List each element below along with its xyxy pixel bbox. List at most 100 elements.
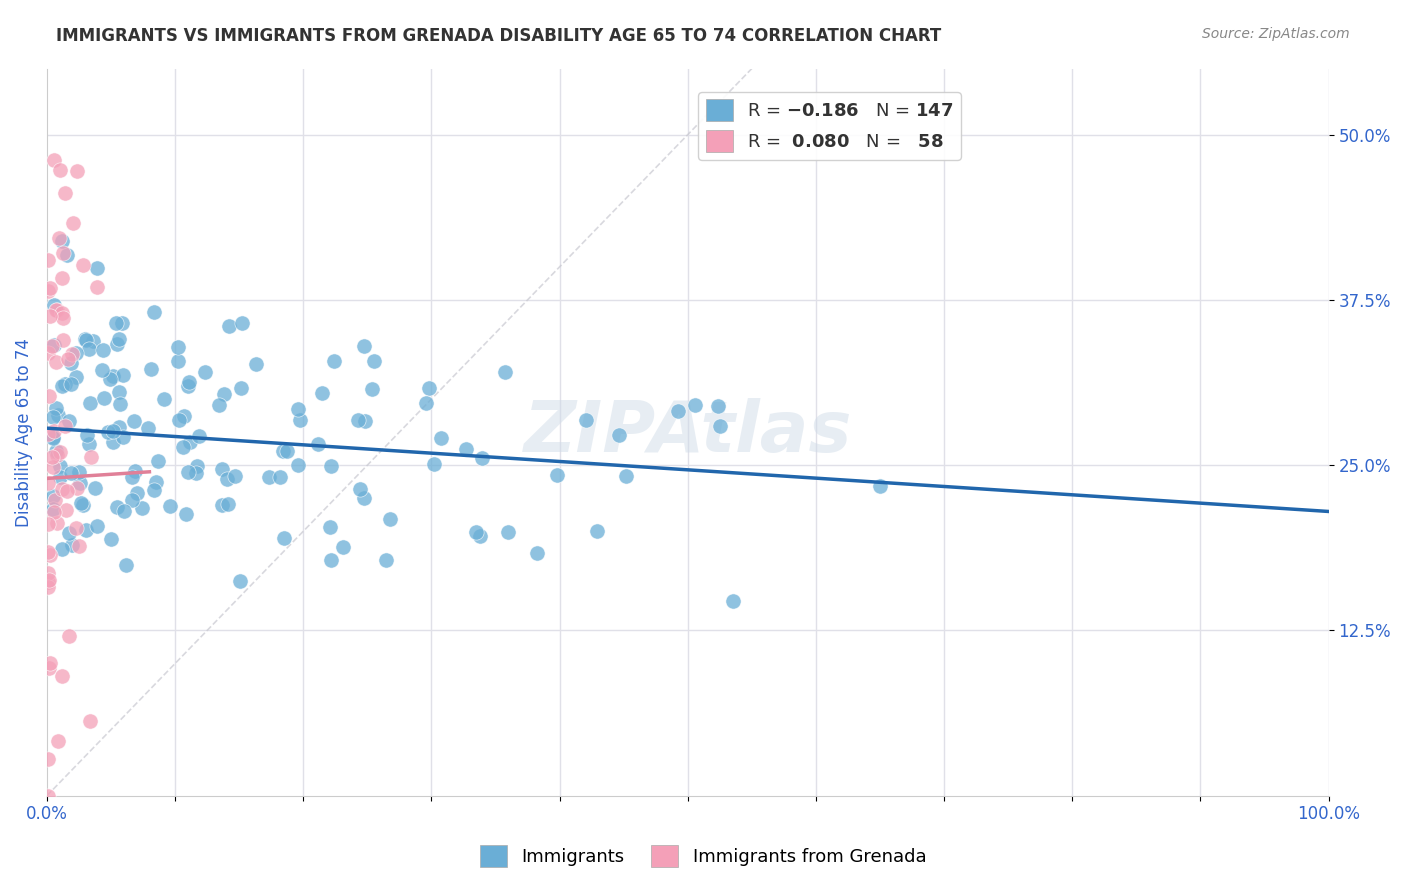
- Point: [69, 475, 91, 490]
- Point: [380, 512, 402, 526]
- Point: [494, 365, 516, 379]
- Point: [72, 499, 94, 513]
- Point: [75, 332, 97, 346]
- Point: [115, 558, 138, 573]
- Point: [42, 459, 65, 474]
- Point: [614, 469, 637, 483]
- Point: [224, 468, 246, 483]
- Point: [38, 549, 60, 563]
- Point: [37, 516, 59, 531]
- Point: [76, 428, 98, 442]
- Text: IMMIGRANTS VS IMMIGRANTS FROM GRENADA DISABILITY AGE 65 TO 74 CORRELATION CHART: IMMIGRANTS VS IMMIGRANTS FROM GRENADA DI…: [56, 27, 942, 45]
- Point: [322, 354, 344, 368]
- Point: [217, 497, 239, 511]
- Point: [307, 436, 329, 450]
- Point: [41, 450, 63, 464]
- Point: [37, 285, 59, 299]
- Point: [51, 305, 73, 319]
- Point: [363, 354, 385, 368]
- Point: [38, 574, 60, 588]
- Point: [60, 466, 83, 480]
- Point: [101, 368, 124, 383]
- Point: [111, 368, 134, 383]
- Point: [53, 186, 76, 200]
- Point: [79, 395, 101, 409]
- Point: [86, 518, 108, 533]
- Point: [375, 553, 398, 567]
- Point: [100, 533, 122, 547]
- Point: [321, 552, 343, 566]
- Point: [65, 345, 87, 359]
- Point: [319, 459, 342, 474]
- Point: [122, 414, 145, 428]
- Point: [707, 399, 730, 413]
- Point: [167, 353, 190, 368]
- Point: [186, 458, 208, 473]
- Point: [42, 502, 65, 516]
- Point: [42, 489, 65, 503]
- Point: [45, 354, 67, 368]
- Point: [42, 410, 65, 425]
- Point: [42, 430, 65, 444]
- Point: [37, 752, 59, 766]
- Point: [86, 279, 108, 293]
- Point: [311, 386, 333, 401]
- Point: [60, 356, 83, 370]
- Point: [49, 458, 72, 473]
- Text: Source: ZipAtlas.com: Source: ZipAtlas.com: [1202, 27, 1350, 41]
- Point: [105, 500, 128, 515]
- Point: [37, 789, 59, 803]
- Point: [229, 574, 252, 589]
- Point: [360, 382, 382, 396]
- Point: [288, 413, 311, 427]
- Point: [51, 541, 73, 556]
- Point: [46, 448, 69, 462]
- Point: [79, 714, 101, 728]
- Point: [38, 656, 60, 670]
- Point: [131, 501, 153, 516]
- Point: [586, 524, 609, 538]
- Point: [231, 381, 253, 395]
- Point: [332, 540, 354, 554]
- Point: [58, 630, 80, 644]
- Point: [231, 316, 253, 330]
- Point: [69, 465, 91, 479]
- Point: [107, 420, 129, 434]
- Point: [184, 466, 207, 480]
- Point: [65, 370, 87, 384]
- Point: [271, 444, 294, 458]
- Point: [53, 376, 76, 391]
- Point: [51, 379, 73, 393]
- Point: [121, 493, 143, 508]
- Point: [211, 498, 233, 512]
- Point: [353, 339, 375, 353]
- Point: [464, 524, 486, 539]
- Point: [46, 733, 69, 747]
- Point: [41, 338, 63, 352]
- Point: [422, 458, 444, 472]
- Point: [55, 502, 77, 516]
- Point: [55, 248, 77, 262]
- Point: [48, 408, 70, 422]
- Point: [145, 475, 167, 489]
- Point: [38, 389, 60, 403]
- Point: [526, 546, 548, 560]
- Point: [287, 402, 309, 417]
- Point: [108, 332, 131, 346]
- Point: [45, 302, 67, 317]
- Point: [44, 505, 66, 519]
- Legend: R = $\mathbf{-0.186}$   N = $\mathbf{147}$, R = $\mathbf{\ 0.080}$   N = $\mathb: R = $\mathbf{-0.186}$ N = $\mathbf{147}$…: [699, 92, 960, 160]
- Point: [84, 481, 107, 495]
- Point: [37, 566, 59, 580]
- Point: [60, 538, 83, 552]
- Point: [42, 431, 65, 445]
- Point: [42, 153, 65, 167]
- Point: [177, 379, 200, 393]
- Point: [103, 435, 125, 450]
- Point: [49, 445, 72, 459]
- Point: [353, 491, 375, 506]
- Point: [174, 508, 197, 522]
- Point: [176, 465, 198, 479]
- Point: [208, 398, 231, 412]
- Point: [546, 467, 568, 482]
